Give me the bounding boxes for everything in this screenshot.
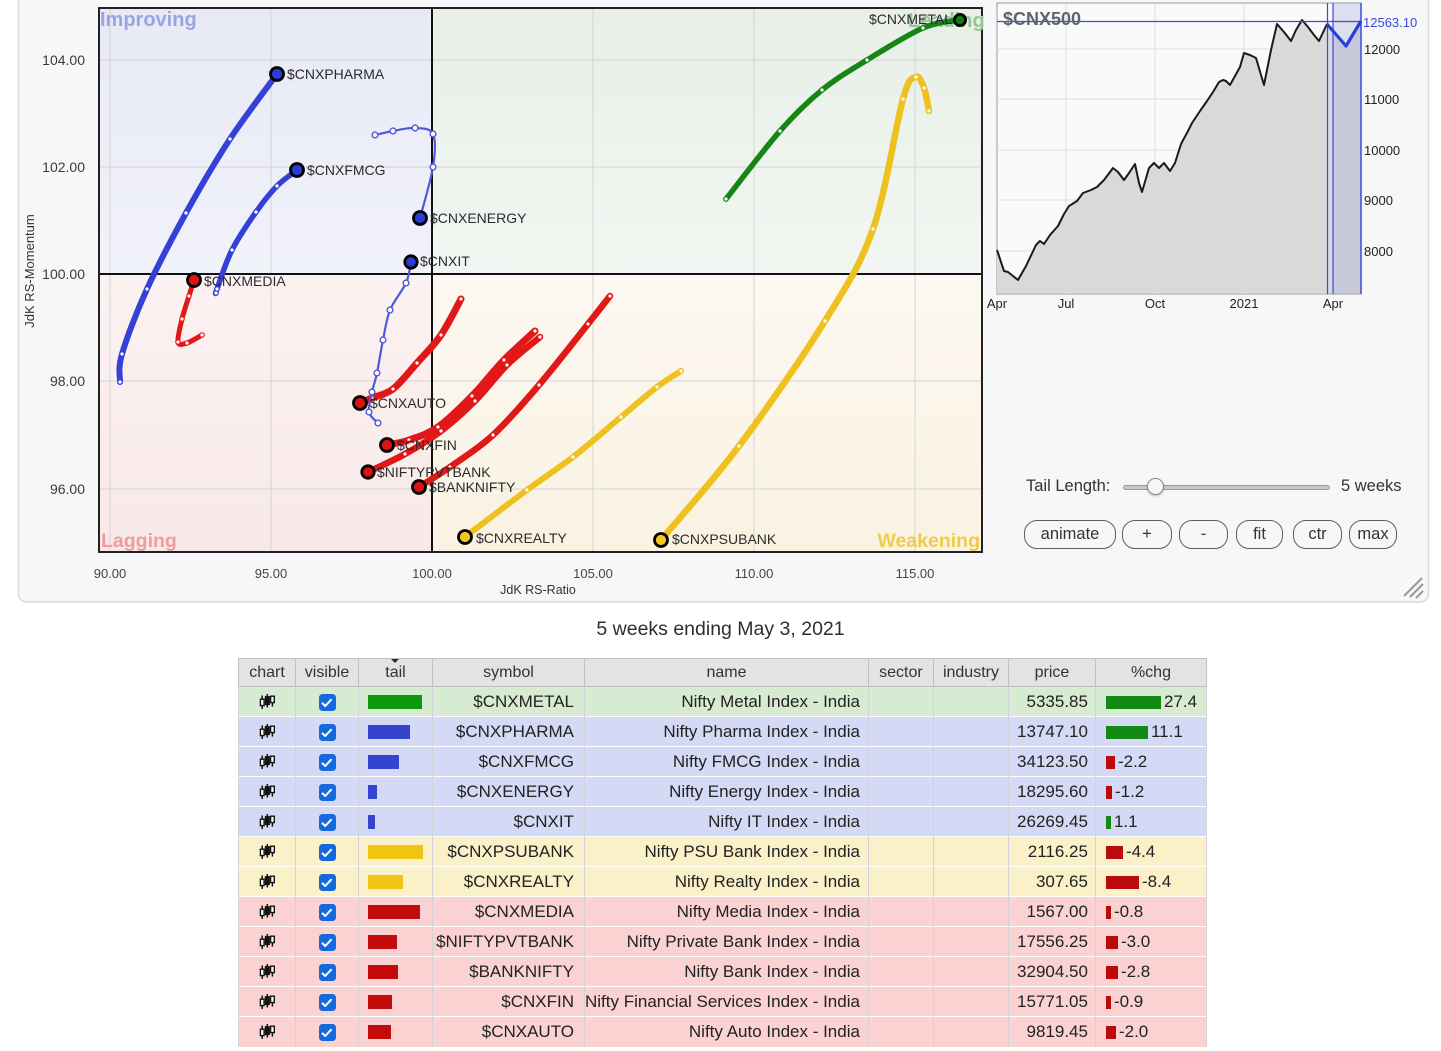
svg-text:8000: 8000 — [1364, 244, 1393, 259]
svg-text:Jul: Jul — [1058, 296, 1075, 311]
svg-text:$CNXAUTO: $CNXAUTO — [370, 395, 446, 411]
svg-text:9000: 9000 — [1364, 193, 1393, 208]
svg-text:10000: 10000 — [1364, 143, 1400, 158]
svg-text:12563.10: 12563.10 — [1363, 15, 1417, 30]
svg-text:$BANKNIFTY: $BANKNIFTY — [429, 479, 516, 495]
svg-text:$CNX500: $CNX500 — [1003, 9, 1081, 29]
svg-text:Weakening: Weakening — [877, 530, 980, 552]
svg-text:$CNXMETAL: $CNXMETAL — [869, 11, 952, 27]
svg-text:Lagging: Lagging — [101, 530, 177, 552]
svg-text:Improving: Improving — [100, 9, 197, 31]
svg-text:12000: 12000 — [1364, 42, 1400, 57]
svg-text:100.00: 100.00 — [42, 266, 85, 282]
svg-text:$CNXENERGY: $CNXENERGY — [430, 210, 527, 226]
svg-text:Apr: Apr — [987, 296, 1008, 311]
svg-text:$CNXIT: $CNXIT — [420, 253, 470, 269]
svg-text:110.00: 110.00 — [735, 566, 774, 581]
svg-text:98.00: 98.00 — [50, 373, 85, 389]
svg-text:Oct: Oct — [1145, 296, 1166, 311]
svg-text:JdK RS-Momentum: JdK RS-Momentum — [22, 214, 37, 327]
svg-text:$CNXMEDIA: $CNXMEDIA — [204, 273, 286, 289]
svg-text:$CNXPHARMA: $CNXPHARMA — [287, 66, 385, 82]
svg-text:115.00: 115.00 — [896, 566, 935, 581]
svg-text:$CNXREALTY: $CNXREALTY — [476, 530, 567, 546]
svg-text:100.00: 100.00 — [412, 566, 452, 581]
svg-text:96.00: 96.00 — [50, 481, 85, 497]
svg-text:90.00: 90.00 — [94, 566, 127, 581]
svg-text:$CNXPSUBANK: $CNXPSUBANK — [672, 531, 777, 547]
svg-text:104.00: 104.00 — [42, 52, 85, 68]
svg-text:2021: 2021 — [1230, 296, 1259, 311]
svg-text:102.00: 102.00 — [42, 159, 85, 175]
svg-text:11000: 11000 — [1364, 92, 1399, 107]
svg-text:JdK RS-Ratio: JdK RS-Ratio — [500, 583, 576, 597]
svg-text:105.00: 105.00 — [573, 566, 613, 581]
svg-text:95.00: 95.00 — [255, 566, 288, 581]
svg-text:Apr: Apr — [1323, 296, 1344, 311]
svg-text:$NIFTYPVTBANK: $NIFTYPVTBANK — [377, 464, 491, 480]
svg-text:$CNXFMCG: $CNXFMCG — [307, 162, 386, 178]
svg-text:$CNXFIN: $CNXFIN — [397, 437, 457, 453]
